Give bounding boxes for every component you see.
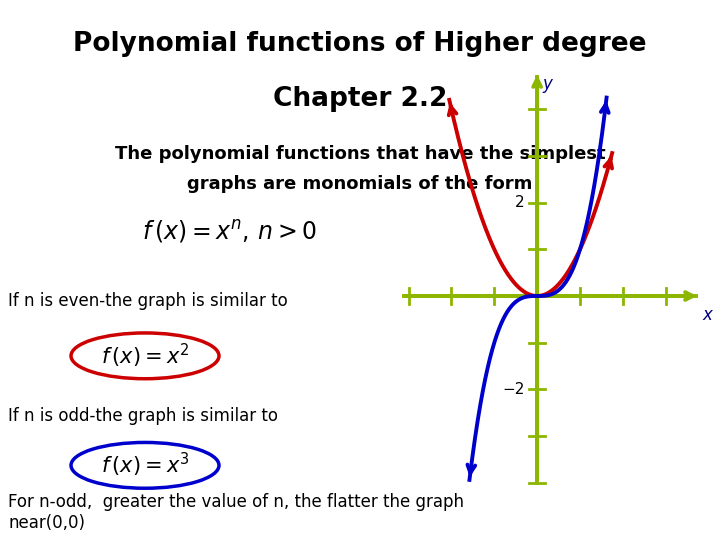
Text: $x$: $x$ xyxy=(702,306,714,323)
Text: For n-odd,  greater the value of n, the flatter the graph
near(0,0): For n-odd, greater the value of n, the f… xyxy=(8,492,464,531)
Text: $f\,(x)=x^n,\,n>0$: $f\,(x)=x^n,\,n>0$ xyxy=(143,218,318,245)
Text: Chapter 2.2: Chapter 2.2 xyxy=(273,86,447,112)
Text: Polynomial functions of Higher degree: Polynomial functions of Higher degree xyxy=(73,31,647,57)
Text: If n is even-the graph is similar to: If n is even-the graph is similar to xyxy=(8,292,288,310)
Text: graphs are monomials of the form: graphs are monomials of the form xyxy=(187,174,533,193)
Text: $y$: $y$ xyxy=(541,77,554,94)
Text: $f\,(x)=x^2$: $f\,(x)=x^2$ xyxy=(101,342,189,370)
Text: 2: 2 xyxy=(515,195,524,210)
Text: If n is odd-the graph is similar to: If n is odd-the graph is similar to xyxy=(8,407,278,424)
Text: −2: −2 xyxy=(502,382,524,397)
Text: $f\,(x)=x^3$: $f\,(x)=x^3$ xyxy=(101,451,189,480)
Text: The polynomial functions that have the simplest: The polynomial functions that have the s… xyxy=(114,145,606,163)
